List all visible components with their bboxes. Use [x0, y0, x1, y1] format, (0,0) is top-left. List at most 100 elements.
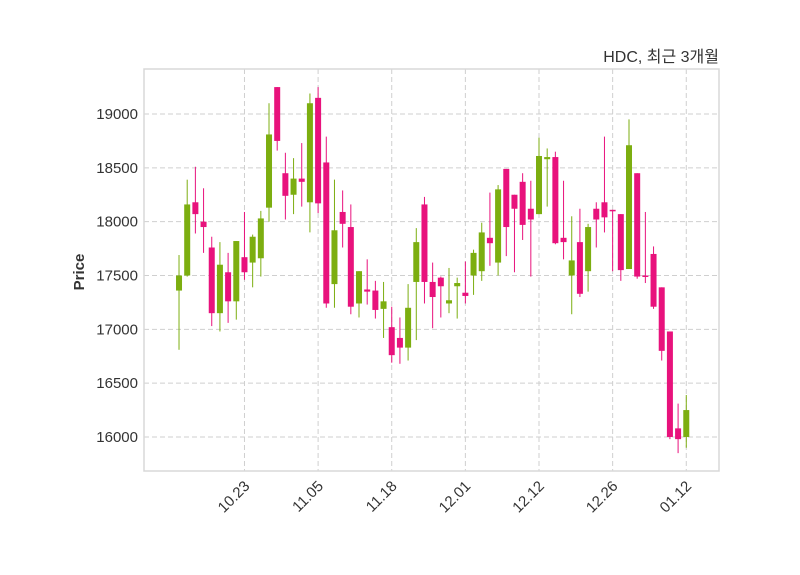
y-tick-labels: 16000 16500 17000 17500 18000 18500 19000	[96, 106, 138, 446]
candle-body	[527, 208, 534, 220]
candle-down	[527, 180, 534, 277]
candle-up	[626, 119, 633, 270]
candle-up	[184, 179, 191, 277]
plot-frame	[143, 68, 720, 472]
candle-down	[429, 262, 436, 329]
candle-body	[274, 87, 281, 141]
candle-up	[585, 223, 592, 292]
candle-body	[176, 275, 183, 291]
candle-body	[405, 307, 412, 348]
candle-body	[184, 204, 191, 276]
candle-body	[658, 287, 665, 351]
y-tick-label: 17000	[96, 321, 138, 338]
candle-body	[347, 227, 354, 307]
candle-body	[372, 290, 379, 310]
candle-down	[503, 168, 510, 257]
candle-down	[421, 196, 428, 304]
candle-down	[666, 331, 673, 440]
candle-body	[331, 230, 338, 285]
candle-body	[650, 253, 657, 307]
candle-body	[339, 211, 346, 224]
candle-up	[544, 148, 551, 207]
candle-body	[462, 292, 469, 296]
candle-body	[683, 410, 690, 437]
candle-down	[486, 192, 493, 266]
candle-body	[511, 194, 518, 209]
candle-body	[315, 97, 322, 204]
candle-body	[421, 204, 428, 282]
candle-down	[675, 403, 682, 454]
candle-body	[601, 202, 608, 218]
candle-down	[437, 276, 444, 318]
candle-down	[650, 246, 657, 309]
chart-title: HDC, 최근 3개월	[603, 48, 719, 66]
candle-down	[364, 259, 371, 305]
candle-body	[282, 173, 289, 196]
candle-up	[413, 228, 420, 341]
y-axis-label: Price	[71, 254, 88, 291]
y-tick-label: 16500	[96, 375, 138, 392]
candle-body	[216, 264, 223, 314]
candle-body	[560, 237, 567, 243]
candle-body	[241, 257, 248, 273]
candle-up	[356, 271, 363, 318]
candle-down	[225, 252, 232, 323]
candle-up	[405, 284, 412, 361]
candle-body	[626, 145, 633, 270]
candle-up	[568, 216, 575, 315]
candle-body	[225, 272, 232, 302]
candle-down	[642, 211, 649, 284]
candle-body	[396, 337, 403, 348]
candle-up	[249, 234, 256, 288]
candle-down	[519, 173, 526, 240]
candle-body	[208, 247, 215, 314]
candle-body	[437, 277, 444, 287]
candle-down	[511, 194, 518, 273]
candle-up	[446, 267, 453, 314]
candle-up	[216, 242, 223, 332]
candle-down	[241, 211, 248, 280]
candle-down	[593, 202, 600, 248]
candle-down	[576, 208, 583, 298]
candle-body	[233, 241, 240, 302]
candle-down	[274, 87, 281, 151]
candle-body	[306, 103, 313, 203]
candles	[176, 87, 690, 454]
candle-body	[266, 134, 273, 208]
candle-body	[609, 209, 616, 212]
candle-body	[617, 214, 624, 271]
candle-down	[192, 166, 199, 234]
candle-body	[249, 236, 256, 263]
candle-body	[576, 242, 583, 294]
candle-body	[519, 181, 526, 225]
candle-body	[470, 252, 477, 276]
candle-body	[642, 275, 649, 277]
candle-body	[666, 331, 673, 437]
candle-down	[462, 261, 469, 304]
candle-up	[306, 93, 313, 233]
candle-up	[176, 255, 183, 350]
candle-body	[356, 271, 363, 304]
candle-body	[290, 178, 297, 195]
candle-body	[544, 157, 551, 160]
candle-body	[388, 327, 395, 356]
candle-down	[396, 317, 403, 364]
candle-down	[298, 143, 305, 207]
candle-body	[298, 178, 305, 182]
candle-down	[552, 151, 559, 245]
candle-body	[495, 189, 502, 263]
candle-body	[446, 300, 453, 304]
candle-down	[658, 287, 665, 361]
candle-up	[331, 179, 338, 308]
candle-down	[609, 209, 616, 272]
candle-down	[347, 204, 354, 315]
y-tick-label: 16000	[96, 429, 138, 446]
candle-body	[257, 218, 264, 259]
candle-body	[634, 173, 641, 277]
candle-up	[470, 249, 477, 295]
candle-up	[290, 158, 297, 215]
candle-up	[257, 210, 264, 277]
candle-down	[315, 87, 322, 214]
candle-down	[339, 190, 346, 248]
